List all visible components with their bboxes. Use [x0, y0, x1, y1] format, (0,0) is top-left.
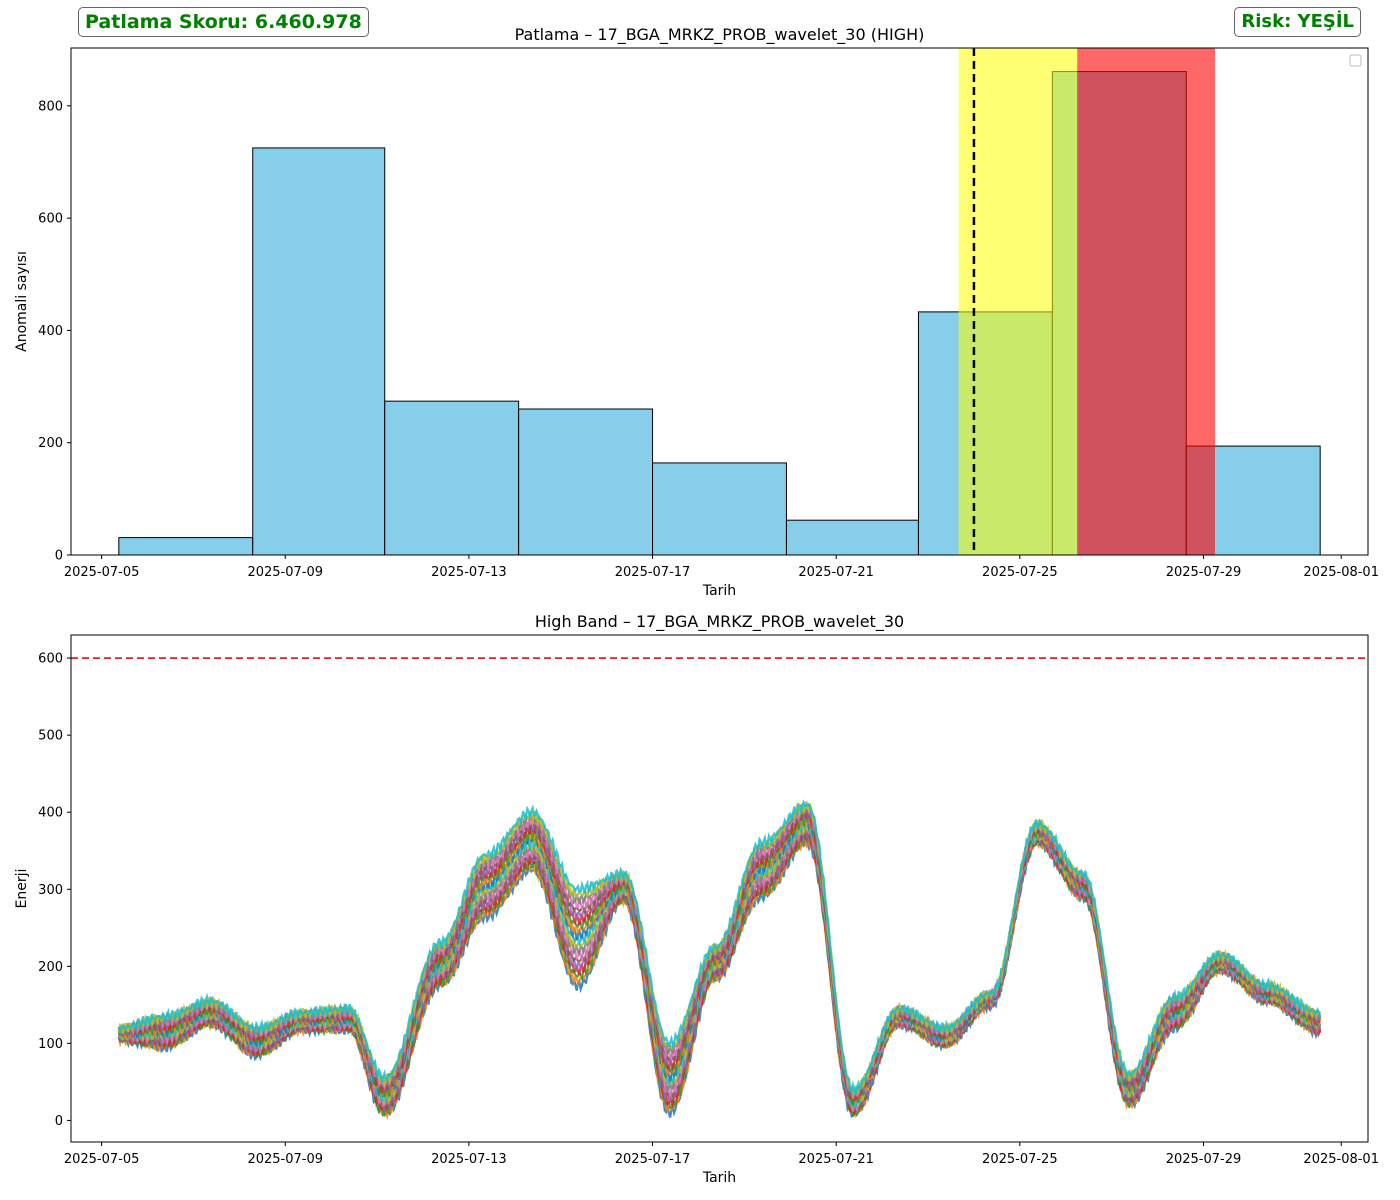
chart-1-y-tick-label: 400	[38, 806, 63, 821]
histogram-bar	[384, 400, 520, 555]
chart-1-x-tick-label: 2025-07-13	[431, 1152, 507, 1167]
energy-series-line	[117, 799, 1322, 1096]
chart-0-y-tick-label: 0	[55, 549, 63, 564]
histogram-bar	[118, 537, 254, 555]
alert-window-span	[1077, 48, 1215, 555]
chart-1-x-tick-label: 2025-07-29	[1166, 1152, 1242, 1167]
chart-1-frame	[70, 634, 1369, 1143]
legend-box	[1349, 54, 1362, 67]
chart-1-axes: 2025-07-05 2025-07-09 2025-07-13 2025-07-17…	[14, 612, 1379, 1186]
histogram-bar	[652, 462, 787, 555]
chart-0-x-tick-label: 2025-08-01	[1303, 565, 1379, 580]
chart-0-title: Patlama – 17_BGA_MRKZ_PROB_wavelet_30 (H…	[515, 25, 925, 45]
chart-1-x-tick-label: 2025-07-09	[247, 1152, 323, 1167]
chart-0-y-axis-label: Anomali sayısı	[14, 251, 30, 352]
histogram-bar	[518, 408, 654, 555]
risk-level-badge: Risk: YEŞİL	[1234, 7, 1361, 37]
chart-1-y-tick-label: 0	[55, 1114, 63, 1129]
warning-window-span	[958, 48, 1078, 555]
chart-1-y-tick-label: 300	[38, 883, 63, 898]
chart-1-y-tick-label: 500	[38, 729, 63, 744]
chart-0-x-axis-label: Tarih	[702, 583, 736, 599]
chart-1-title: High Band – 17_BGA_MRKZ_PROB_wavelet_30	[535, 612, 904, 632]
chart-0-axes: 2025-07-05 2025-07-09 2025-07-13 2025-07-17…	[14, 25, 1379, 599]
patlama-score-badge: Patlama Skoru: 6.460.978	[78, 7, 369, 37]
chart-1-y-axis-label: Enerji	[14, 869, 30, 909]
energy-series-line	[117, 801, 1322, 1097]
chart-0-y-tick-label: 400	[38, 324, 63, 339]
histogram-bar	[785, 519, 919, 555]
chart-1-x-axis-label: Tarih	[702, 1170, 736, 1186]
histogram-bar	[252, 147, 386, 555]
chart-0-frame	[70, 47, 1369, 556]
energy-plot-area	[71, 657, 1368, 1121]
chart-0-x-tick-label: 2025-07-13	[431, 565, 507, 580]
chart-0-y-tick-label: 600	[38, 212, 63, 227]
chart-0-x-tick-label: 2025-07-05	[64, 565, 140, 580]
chart-1-x-tick-label: 2025-07-17	[615, 1152, 691, 1167]
chart-1-y-tick-label: 100	[38, 1037, 63, 1052]
chart-0-x-tick-label: 2025-07-29	[1166, 565, 1242, 580]
chart-1-x-tick-label: 2025-08-01	[1303, 1152, 1379, 1167]
chart-0-x-tick-label: 2025-07-17	[615, 565, 691, 580]
chart-0-x-tick-label: 2025-07-25	[982, 565, 1058, 580]
chart-1-y-tick-label: 200	[38, 960, 63, 975]
chart-1-x-tick-label: 2025-07-21	[798, 1152, 874, 1167]
chart-1-y-tick-label: 600	[38, 652, 63, 667]
energy-series-line	[117, 809, 1322, 1099]
chart-1-x-tick-label: 2025-07-25	[982, 1152, 1058, 1167]
histogram-plot-area	[118, 48, 1321, 555]
chart-0-x-tick-label: 2025-07-09	[247, 565, 323, 580]
chart-0-y-tick-label: 200	[38, 436, 63, 451]
chart-0-x-tick-label: 2025-07-21	[798, 565, 874, 580]
chart-0-y-tick-label: 800	[38, 99, 63, 114]
chart-1-x-tick-label: 2025-07-05	[64, 1152, 140, 1167]
